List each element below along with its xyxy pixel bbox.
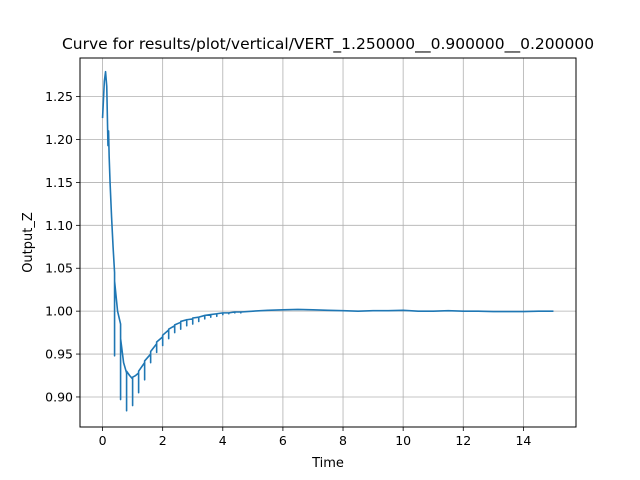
y-tick-label: 1.25 <box>45 89 73 104</box>
x-tick-label: 2 <box>159 433 167 448</box>
x-tick-label: 4 <box>219 433 227 448</box>
x-tick-label: 0 <box>99 433 107 448</box>
x-axis-label: Time <box>311 456 344 471</box>
x-tick-label: 8 <box>339 433 347 448</box>
y-tick-label: 1.05 <box>45 261 73 276</box>
x-tick-label: 12 <box>455 433 471 448</box>
x-tick-label: 10 <box>395 433 411 448</box>
y-tick-label: 1.15 <box>45 175 73 190</box>
y-tick-label: 1.00 <box>45 304 73 319</box>
grid <box>80 58 576 427</box>
axes-frame <box>79 57 577 428</box>
y-tick-label: 0.90 <box>45 389 73 404</box>
x-tick-label: 6 <box>279 433 287 448</box>
plot-area <box>101 70 554 412</box>
y-axis: 0.90 0.95 1.00 1.05 1.10 1.15 1.20 1.25 <box>45 89 80 404</box>
x-axis: 0 2 4 6 8 10 12 14 <box>99 427 531 448</box>
x-tick-label: 14 <box>515 433 531 448</box>
series-line <box>101 70 554 412</box>
y-tick-label: 0.95 <box>45 347 73 362</box>
y-tick-label: 1.20 <box>45 132 73 147</box>
chart-title: Curve for results/plot/vertical/VERT_1.2… <box>62 35 594 54</box>
y-axis-label: Output_Z <box>21 212 36 273</box>
y-tick-label: 1.10 <box>45 218 73 233</box>
